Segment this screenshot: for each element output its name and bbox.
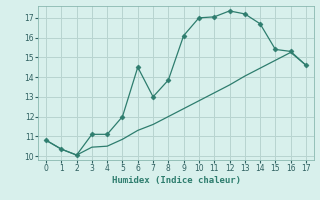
X-axis label: Humidex (Indice chaleur): Humidex (Indice chaleur) bbox=[111, 176, 241, 185]
